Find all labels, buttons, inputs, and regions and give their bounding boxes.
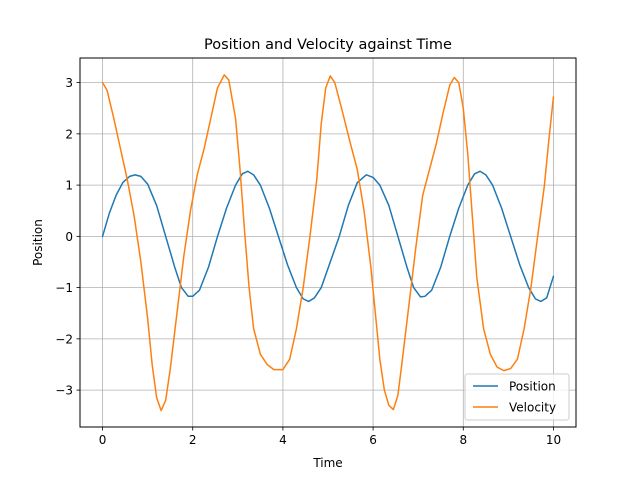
chart-title: Position and Velocity against Time [204,37,452,53]
x-tick-label: 10 [546,433,561,447]
x-tick-label: 6 [369,433,377,447]
legend-label-position: Position [509,380,556,394]
series-lines [101,74,555,412]
series-line-position [101,170,555,303]
y-tick-label: −1 [55,281,73,295]
legend: Position Velocity [464,373,570,421]
y-axis-label: Position [31,219,45,266]
y-tick-label: 2 [65,127,73,141]
y-tick-label: −2 [55,332,73,346]
x-tick-label: 0 [99,433,107,447]
x-tick-label: 2 [189,433,197,447]
y-axis-ticks: −3 −2 −1 0 1 2 3 [55,76,80,398]
x-tick-label: 8 [459,433,467,447]
x-tick-label: 4 [279,433,287,447]
series-line-velocity [101,74,555,412]
y-tick-label: 0 [65,230,73,244]
y-tick-label: −3 [55,384,73,398]
y-tick-label: 1 [65,179,73,193]
x-axis-ticks: 0 2 4 6 8 10 [99,427,561,447]
y-tick-label: 3 [65,76,73,90]
legend-label-velocity: Velocity [509,401,556,415]
x-axis-label: Time [312,456,342,470]
plot-area-frame [79,57,577,428]
